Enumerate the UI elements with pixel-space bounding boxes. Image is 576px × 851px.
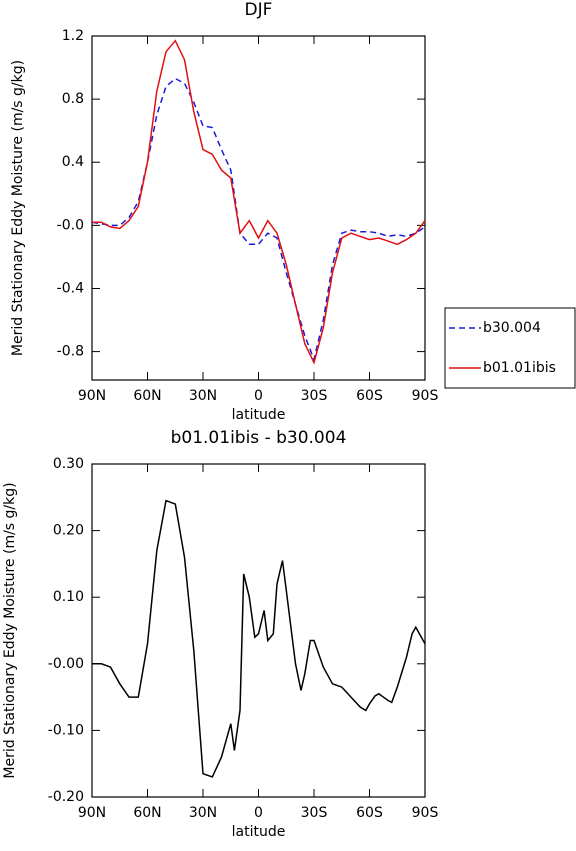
x-tick-label: 60S [356, 805, 383, 821]
y-tick-label: -0.00 [48, 656, 84, 672]
data-line [92, 499, 426, 778]
x-axis-label: latitude [232, 824, 286, 840]
y-tick-label: 0.30 [53, 456, 84, 472]
y-tick-label: 1.2 [62, 28, 84, 44]
x-axis-label: latitude [232, 407, 286, 423]
x-tick-label: 90N [78, 805, 106, 821]
y-tick-label: -0.20 [48, 789, 84, 805]
y-tick-label: 0.8 [62, 91, 84, 107]
x-tick-label: 90N [78, 388, 106, 404]
x-tick-label: 90S [412, 805, 439, 821]
x-tick-label: 0 [254, 388, 263, 404]
y-tick-label: -0.8 [57, 344, 84, 360]
data-line [91, 77, 426, 363]
y-tick-label: 0.20 [53, 523, 84, 539]
y-axis-label: Merid Stationary Eddy Moisture (m/s g/kg… [2, 482, 18, 778]
y-tick-label: -0.0 [57, 217, 84, 233]
chart-title: b01.01ibis - b30.004 [171, 428, 347, 448]
y-tick-label: -0.4 [57, 280, 84, 296]
x-tick-label: 90S [412, 388, 439, 404]
plot-frame [91, 463, 426, 798]
x-tick-label: 30N [189, 388, 217, 404]
legend-label: b30.004 [483, 320, 541, 336]
x-tick-label: 30S [301, 388, 328, 404]
x-tick-label: 60S [356, 388, 383, 404]
x-tick-label: 0 [254, 805, 263, 821]
x-tick-label: 60N [133, 388, 161, 404]
y-tick-label: 0.4 [62, 154, 84, 170]
chart-title: DJF [245, 0, 273, 20]
x-tick-label: 30N [189, 805, 217, 821]
data-line [92, 39, 426, 365]
plot-frame [91, 35, 426, 381]
x-tick-label: 30S [301, 805, 328, 821]
legend-box [444, 307, 576, 389]
legend-label: b01.01ibis [483, 360, 556, 376]
y-tick-label: -0.10 [48, 722, 84, 738]
y-axis-label: Merid Stationary Eddy Moisture (m/s g/kg… [10, 60, 26, 356]
y-tick-label: 0.10 [53, 589, 84, 605]
x-tick-label: 60N [133, 805, 161, 821]
